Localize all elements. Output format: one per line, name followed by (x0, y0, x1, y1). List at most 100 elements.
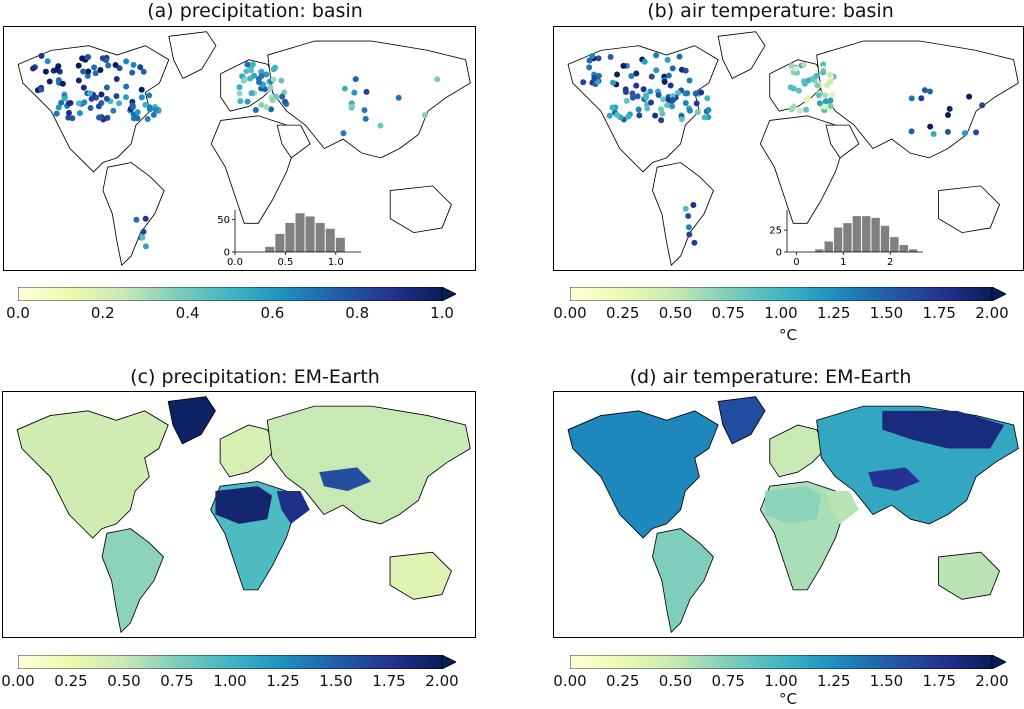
basin-point (236, 84, 243, 91)
basin-point (97, 67, 104, 74)
basin-point (249, 61, 256, 68)
basin-point (134, 109, 141, 116)
field-fill (567, 396, 1019, 634)
colorbar-tick-label: 1.75 (922, 672, 956, 690)
basin-point (263, 71, 270, 78)
basin-point (65, 109, 72, 116)
field-region-arabia (826, 490, 859, 524)
basin-point (686, 107, 693, 114)
basin-point (801, 80, 808, 87)
basin-point (586, 64, 593, 71)
basin-point (655, 91, 662, 98)
basin-point (647, 88, 654, 95)
panel-b-colorbar (569, 286, 1007, 302)
basin-point (272, 64, 279, 71)
basin-point (116, 65, 123, 72)
basin-point (690, 202, 697, 209)
histogram-bar (305, 216, 315, 252)
basin-point (648, 73, 655, 80)
landmass-asia (267, 40, 471, 159)
basin-point (150, 111, 157, 118)
basin-point (140, 228, 147, 235)
basin-point (918, 95, 925, 102)
basin-point (348, 103, 355, 110)
colorbar-tick-label: 0.4 (175, 304, 200, 322)
basin-point (665, 96, 672, 103)
basin-point (130, 115, 137, 122)
basin-point (692, 90, 699, 97)
basin-point (620, 62, 627, 69)
histogram-x-tick-label: 0.5 (277, 257, 293, 268)
basin-point (352, 76, 359, 83)
basin-point (256, 79, 263, 86)
landmass-australia (389, 185, 452, 234)
colorbar-tick-label: 1.25 (817, 672, 851, 690)
basin-point (614, 71, 621, 78)
colorbar-tick-label: 0.00 (1, 672, 35, 690)
basin-point (633, 70, 640, 77)
basin-point (661, 78, 668, 85)
histogram-bar (852, 216, 862, 252)
basin-point (55, 63, 62, 70)
panel-a-title: (a) precipitation: basin (147, 0, 363, 22)
landmass-africa (759, 115, 846, 224)
basin-point (670, 96, 677, 103)
basin-point (790, 103, 797, 110)
field-region-greenland (167, 396, 216, 445)
basin-point (279, 93, 286, 100)
landmass-asia (816, 40, 1019, 159)
basin-point (705, 107, 712, 114)
panel-c-title: (c) precipitation: EM-Earth (130, 366, 380, 388)
basin-point (80, 68, 87, 75)
basin-point (123, 83, 130, 90)
basin-point (236, 90, 243, 97)
basin-point (244, 98, 251, 105)
basin-point (946, 105, 953, 112)
colorbar-d-unit: °C (779, 690, 797, 708)
basin-point (803, 106, 810, 113)
world-map-d (567, 396, 1019, 634)
colorbar-extend-arrow (991, 654, 1007, 670)
panel-b-map (553, 26, 1024, 271)
panel-a-colorbar (17, 286, 457, 302)
basin-point (636, 112, 643, 119)
basin-point (252, 107, 259, 114)
basin-point (623, 97, 630, 104)
basin-point (595, 72, 602, 79)
basin-point (44, 58, 51, 65)
landmass-arabia (825, 124, 860, 159)
basin-point (138, 94, 145, 101)
basin-point (804, 94, 811, 101)
colorbar-tick-label: 1.00 (764, 672, 798, 690)
basin-point (146, 106, 153, 113)
basin-point (75, 77, 82, 84)
panel-b-title: (b) air temperature: basin (647, 0, 894, 22)
basin-point (133, 216, 140, 223)
world-map-a (17, 31, 471, 267)
basin-point (244, 61, 251, 68)
colorbar-tick-label: 0.6 (260, 304, 285, 322)
landmass-africa (210, 115, 297, 224)
basin-point (55, 104, 62, 111)
basin-point (129, 104, 136, 111)
basin-point (123, 58, 130, 65)
basin-point (84, 73, 91, 80)
basin-point (103, 95, 110, 102)
basin-point (38, 86, 45, 93)
histogram-y-tick-label: 0 (776, 248, 782, 259)
basin-point (138, 86, 145, 93)
basin-point (270, 76, 277, 83)
basin-point (248, 90, 255, 97)
basin-point (685, 213, 692, 220)
basin-point (809, 75, 816, 82)
panel-d-map (553, 391, 1024, 638)
colorbar-tick-label: 0.0 (6, 304, 30, 322)
colorbar-tick-label: 1.25 (266, 672, 300, 690)
panel-a-map (3, 26, 476, 271)
basin-point (258, 73, 265, 80)
basin-point (99, 55, 106, 62)
colorbar-c (17, 654, 457, 670)
basin-point (633, 82, 640, 89)
landmass-arabia (276, 124, 311, 159)
field-region-sahara (215, 486, 273, 524)
